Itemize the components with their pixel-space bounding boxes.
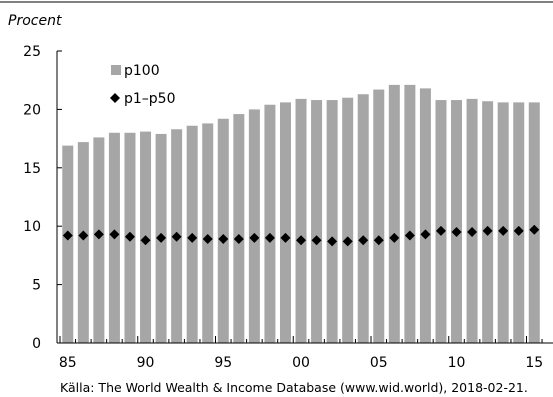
bar xyxy=(93,137,105,343)
bar xyxy=(513,102,525,343)
marker xyxy=(467,227,478,238)
bar xyxy=(482,101,494,343)
marker xyxy=(202,234,213,245)
bar xyxy=(217,118,229,344)
marker xyxy=(498,225,509,236)
x-tick-label: 85 xyxy=(59,355,77,371)
source-note: Källa: The World Wealth & Income Databas… xyxy=(60,380,528,395)
bar xyxy=(233,114,245,343)
marker xyxy=(358,235,369,246)
y-tick-label: 0 xyxy=(32,336,41,352)
x-axis: 85 90 95 00 05 10 15 xyxy=(57,336,553,371)
bar xyxy=(373,89,385,343)
bar xyxy=(528,102,540,343)
bar xyxy=(295,98,307,343)
bar xyxy=(62,145,74,343)
marker xyxy=(311,235,322,246)
y-tick-label: 5 xyxy=(32,278,41,294)
marker xyxy=(218,234,229,245)
marker xyxy=(482,225,493,236)
marker xyxy=(249,232,260,243)
marker xyxy=(78,230,89,241)
bar xyxy=(497,102,509,343)
y-tick-label: 15 xyxy=(23,161,41,177)
bar xyxy=(419,88,431,343)
x-tick-label: 10 xyxy=(448,355,466,371)
x-tick-label: 95 xyxy=(214,355,232,371)
bar xyxy=(451,100,463,343)
bar xyxy=(404,84,416,344)
marker xyxy=(389,232,400,243)
legend: p100 p1–p50 xyxy=(110,63,176,107)
bar xyxy=(466,98,478,343)
bar xyxy=(77,142,89,343)
marker xyxy=(280,232,291,243)
legend-swatch-p1-p50 xyxy=(110,93,120,103)
bar xyxy=(435,100,447,343)
bar xyxy=(342,97,354,343)
marker xyxy=(62,230,73,241)
bar xyxy=(357,94,369,343)
legend-label-p100: p100 xyxy=(124,63,160,79)
marker xyxy=(327,236,338,247)
bar xyxy=(202,123,214,343)
marker xyxy=(264,232,275,243)
x-tick-label: 90 xyxy=(137,355,155,371)
marker xyxy=(140,235,151,246)
marker xyxy=(404,230,415,241)
y-tick-label: 20 xyxy=(23,102,41,118)
y-axis-label: Procent xyxy=(8,13,62,29)
bar xyxy=(388,84,400,344)
marker xyxy=(296,235,307,246)
marker xyxy=(124,231,135,242)
x-tick-label: 05 xyxy=(370,355,388,371)
marker xyxy=(435,225,446,236)
marker-series-p1-p50 xyxy=(62,224,540,247)
marker xyxy=(342,236,353,247)
marker xyxy=(187,232,198,243)
marker xyxy=(93,229,104,240)
marker xyxy=(420,229,431,240)
marker xyxy=(513,225,524,236)
x-tick-label: 00 xyxy=(292,355,310,371)
legend-label-p1-p50: p1–p50 xyxy=(124,91,176,107)
marker xyxy=(171,231,182,242)
marker xyxy=(109,229,120,240)
bar xyxy=(279,102,291,343)
y-axis-ticks: 0 5 10 15 20 25 xyxy=(23,44,62,352)
marker xyxy=(156,232,167,243)
x-tick-label: 15 xyxy=(525,355,543,371)
bar-series-p100 xyxy=(62,84,540,344)
y-tick-label: 10 xyxy=(23,219,41,235)
bar xyxy=(248,109,260,344)
bar xyxy=(326,100,338,343)
bar xyxy=(311,100,323,343)
y-tick-label: 25 xyxy=(23,44,41,60)
marker xyxy=(233,234,244,245)
marker xyxy=(373,235,384,246)
marker xyxy=(529,224,540,235)
bar xyxy=(264,104,276,343)
legend-swatch-p100 xyxy=(111,65,121,75)
marker xyxy=(451,227,462,238)
